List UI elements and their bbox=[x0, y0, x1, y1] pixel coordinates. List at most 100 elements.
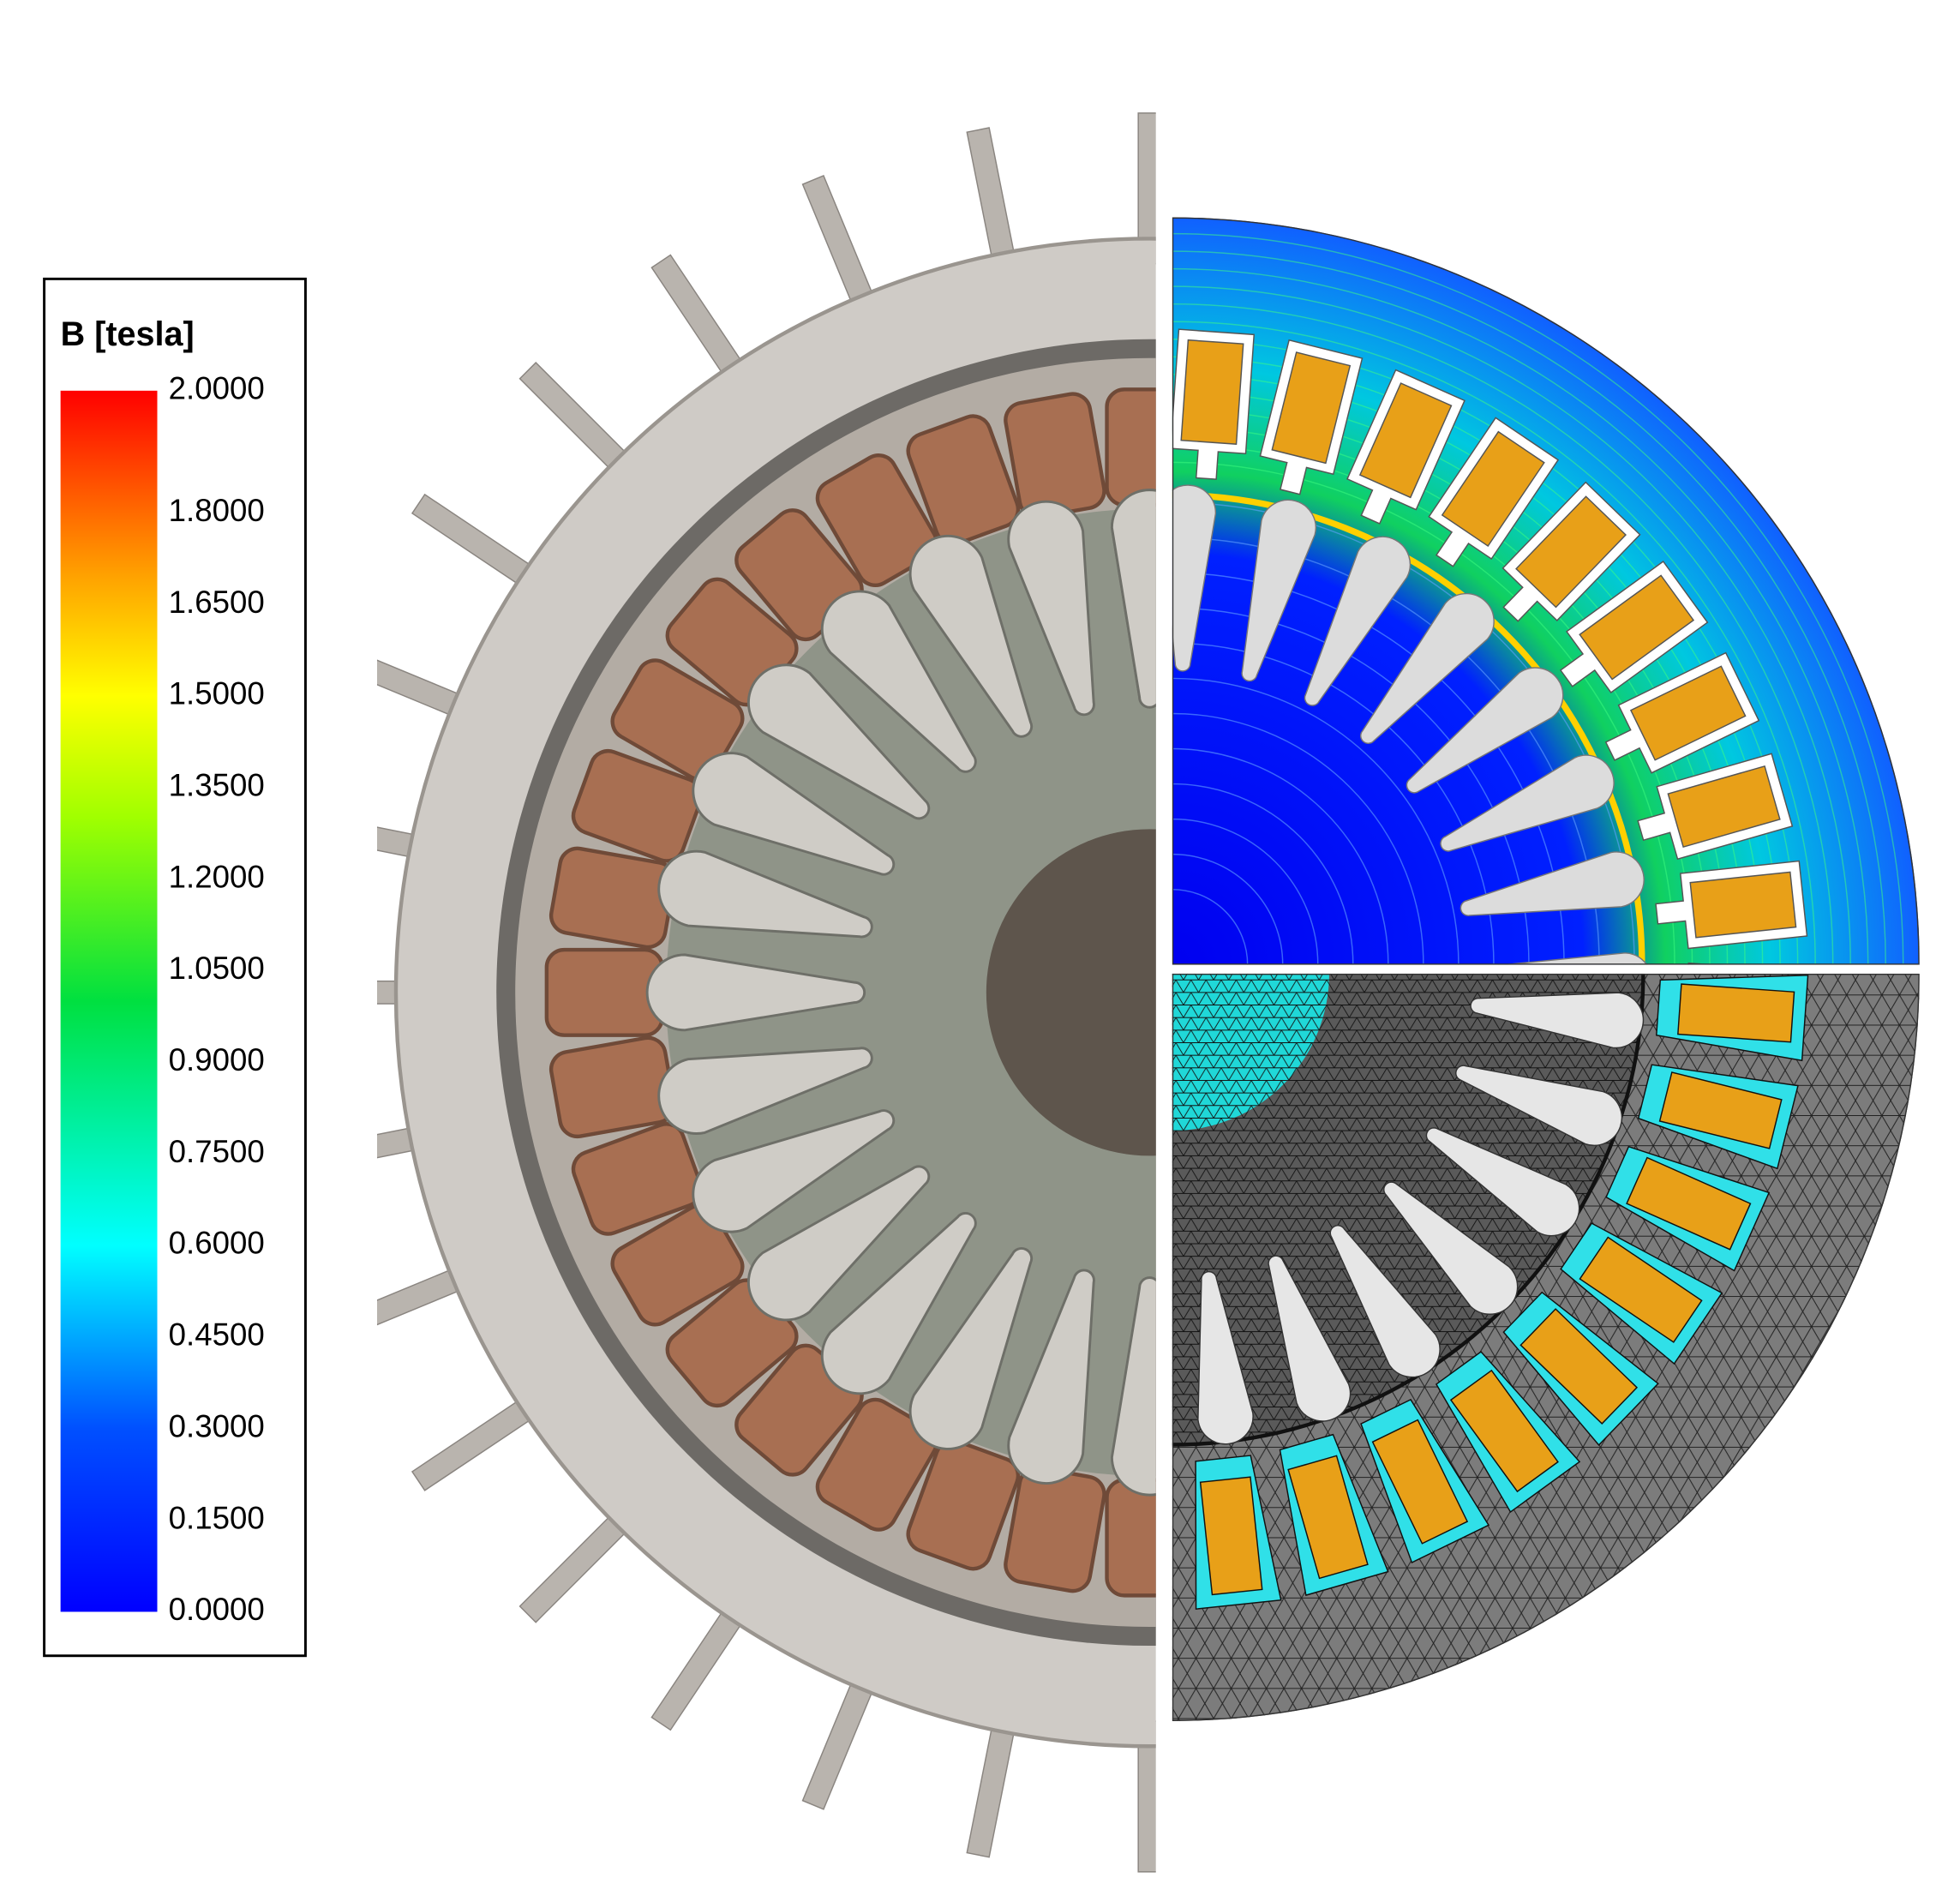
rotor-bar bbox=[657, 849, 873, 939]
winding bbox=[1180, 339, 1244, 445]
stator-slot bbox=[548, 1035, 676, 1139]
stator-slot bbox=[1004, 392, 1106, 519]
rotor-bar bbox=[1460, 851, 1645, 916]
rotor-bar bbox=[657, 1047, 873, 1135]
legend-tick-label: 1.8000 bbox=[169, 493, 265, 528]
stator-slot bbox=[1605, 1145, 1771, 1272]
stator-slot bbox=[1559, 560, 1709, 694]
stator-slot bbox=[1428, 417, 1560, 567]
stator-slot bbox=[1195, 1455, 1282, 1611]
winding bbox=[1199, 1476, 1263, 1596]
legend-tick-label: 1.6500 bbox=[169, 585, 265, 620]
rotor-bar bbox=[908, 1247, 1034, 1450]
rotor-bar bbox=[1440, 754, 1615, 852]
stator-slot bbox=[1560, 1222, 1723, 1365]
winding bbox=[1287, 1455, 1369, 1580]
stator-slot bbox=[906, 1438, 1021, 1571]
stator-slot bbox=[544, 947, 664, 1037]
stator-slot bbox=[815, 1397, 938, 1532]
stator-slot bbox=[1435, 1351, 1581, 1514]
stator-slot bbox=[1259, 339, 1364, 495]
rotor-bar bbox=[1329, 1224, 1441, 1378]
stator-slot bbox=[610, 1203, 745, 1327]
stator-slot bbox=[1279, 1433, 1389, 1597]
winding bbox=[1579, 1236, 1703, 1343]
winding bbox=[1629, 665, 1747, 761]
legend-tick-label: 0.1500 bbox=[169, 1500, 265, 1535]
winding bbox=[1515, 495, 1627, 609]
rotor-bar bbox=[1007, 1269, 1095, 1485]
shaft bbox=[986, 829, 1156, 1156]
cooling-fin bbox=[1545, 1592, 1648, 1730]
rotor-bar bbox=[1455, 1065, 1623, 1146]
rotor-bar bbox=[746, 663, 931, 820]
rotor bbox=[666, 508, 1156, 1476]
rotor-bar bbox=[1007, 500, 1095, 717]
legend-tick-label: 1.5000 bbox=[169, 676, 265, 711]
stator-slot bbox=[1655, 860, 1808, 950]
shaft-mesh bbox=[1172, 973, 1329, 1131]
stator-slot bbox=[1637, 1064, 1799, 1170]
stator-slot bbox=[1004, 1466, 1106, 1593]
rotor-bar bbox=[1304, 536, 1412, 706]
legend-tick-label: 0.6000 bbox=[169, 1226, 265, 1261]
rotor-bar bbox=[746, 1165, 931, 1322]
stator-slot bbox=[906, 414, 1021, 546]
rotor-bar bbox=[1360, 592, 1495, 744]
stator-slot bbox=[1637, 753, 1794, 861]
rotor-bar bbox=[1470, 992, 1645, 1049]
rotor-bar bbox=[820, 590, 977, 773]
winding bbox=[1579, 574, 1695, 681]
cooling-fin bbox=[1280, 1705, 1332, 1857]
legend-tick-label: 2.0000 bbox=[169, 370, 265, 405]
winding bbox=[1667, 765, 1781, 849]
rotor-bar bbox=[692, 1109, 896, 1233]
plot-border bbox=[1172, 217, 1920, 965]
rotor-bar bbox=[1197, 1270, 1254, 1445]
rotor-bar bbox=[1406, 667, 1564, 794]
colorbar bbox=[60, 390, 158, 1612]
legend-tick-label: 0.0000 bbox=[169, 1592, 265, 1627]
winding bbox=[1626, 1156, 1752, 1251]
legend-tick-label: 0.4500 bbox=[169, 1317, 265, 1353]
winding bbox=[1519, 1308, 1639, 1425]
legend-title: B [tesla] bbox=[61, 315, 195, 353]
winding bbox=[1658, 1071, 1783, 1149]
stator-slot bbox=[1346, 369, 1466, 525]
stator-slot bbox=[815, 453, 938, 587]
rotor-bar bbox=[645, 953, 866, 1032]
rotor-bar bbox=[1425, 1127, 1580, 1237]
stator-slot bbox=[1172, 328, 1256, 480]
stator-slot bbox=[571, 749, 704, 863]
stator-slot bbox=[1360, 1398, 1490, 1563]
rotor-bar bbox=[1383, 1181, 1519, 1315]
stator-slot bbox=[1501, 481, 1641, 622]
legend-tick-label: 0.3000 bbox=[169, 1408, 265, 1443]
rotor-bar bbox=[1110, 489, 1156, 709]
winding bbox=[1441, 430, 1545, 547]
rotor-bar bbox=[1241, 499, 1317, 682]
stator-slot bbox=[610, 658, 745, 782]
legend: B [tesla] 2.0000 1.8000 1.6500 1.5000 1.3500… bbox=[43, 277, 307, 1658]
stator-slot bbox=[1502, 1291, 1659, 1446]
rotor-bar bbox=[1110, 1276, 1156, 1497]
stator-slot bbox=[571, 1122, 704, 1236]
stator-slot bbox=[1656, 975, 1809, 1062]
winding bbox=[1371, 1419, 1469, 1545]
rotor-bar bbox=[1465, 952, 1653, 965]
rotor-bar bbox=[692, 752, 896, 876]
rotor-bar bbox=[908, 534, 1034, 738]
legend-tick-label: 1.0500 bbox=[169, 951, 265, 986]
rotor-bar bbox=[1172, 484, 1217, 672]
legend-tick-label: 0.9000 bbox=[169, 1042, 265, 1077]
stator-slot bbox=[548, 846, 676, 950]
legend-tick-label: 0.7500 bbox=[169, 1134, 265, 1169]
legend-tick-label: 1.2000 bbox=[169, 859, 265, 894]
winding bbox=[1677, 983, 1795, 1043]
winding bbox=[1689, 871, 1797, 939]
winding bbox=[1358, 382, 1453, 499]
rotor-bar bbox=[1268, 1255, 1352, 1422]
stator-slot bbox=[1604, 651, 1760, 774]
